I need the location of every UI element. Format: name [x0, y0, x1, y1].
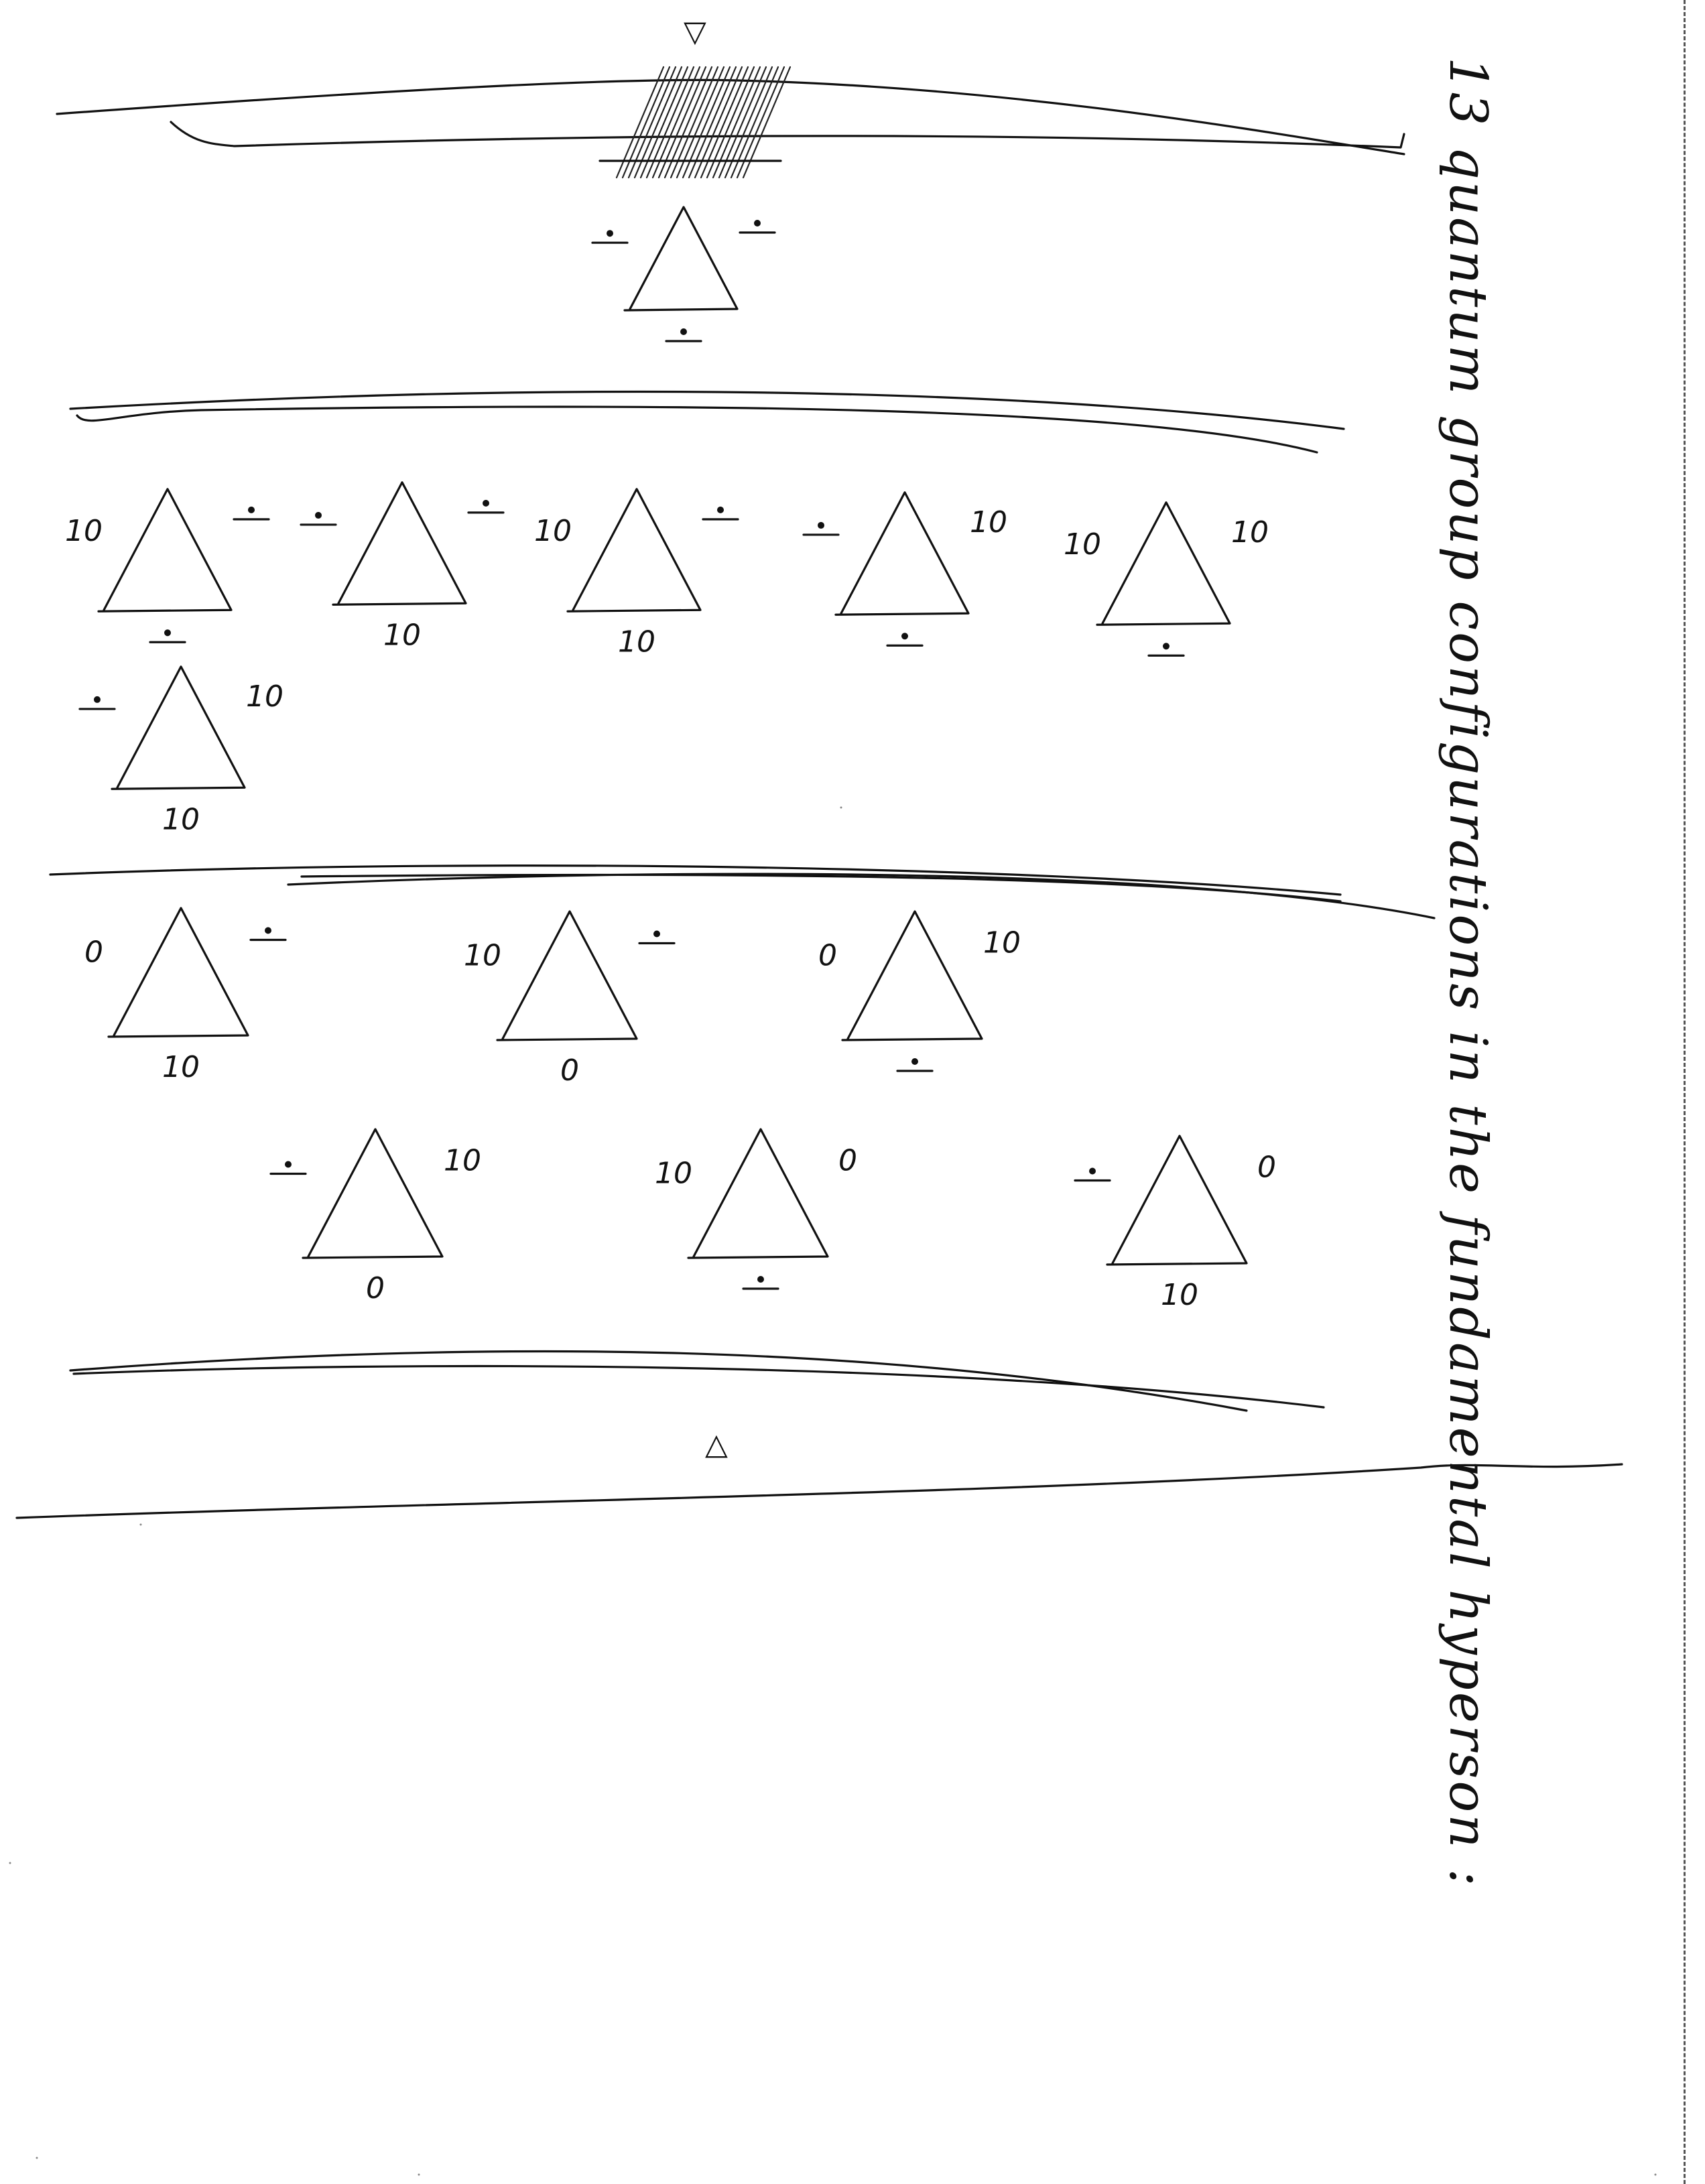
triangle-2-4-shape — [1096, 501, 1231, 626]
triangle-3-4-right-label: 0 — [838, 1144, 857, 1178]
triangle-2-0-shape — [97, 488, 233, 613]
triangle-2-1-bottom-label: 10 — [383, 618, 421, 652]
separator-3-line-a — [49, 864, 1342, 896]
hatching-stroke — [657, 66, 707, 179]
page-heading: 13 quantum group configurations in the f… — [1438, 57, 1498, 1888]
hatching-stroke — [639, 66, 689, 179]
triangle-2-2-bottom-label: 10 — [618, 625, 655, 659]
triangle-2-3-shape — [834, 491, 970, 616]
hatching-stroke — [724, 66, 773, 179]
hatching-stroke — [688, 66, 737, 179]
paper-speck — [139, 1523, 142, 1526]
hatching-stroke — [694, 66, 743, 179]
triangle-3-0-right-label-dot — [265, 927, 271, 934]
triangle-2-5-shape — [111, 665, 246, 790]
triangle-1-0-shape — [623, 206, 739, 312]
triangle-2-4-left-label: 10 — [1064, 527, 1101, 562]
triangle-2-0-right-label-dot — [248, 506, 255, 513]
triangle-3-5-left-label-dot — [1089, 1167, 1096, 1175]
separator-3-line-b — [287, 873, 1436, 919]
triangle-2-5-right-label: 10 — [246, 680, 283, 714]
hatching-stroke — [645, 66, 695, 179]
hatching-stroke — [742, 66, 792, 179]
triangle-2-4-bottom-label-dot — [1163, 643, 1170, 650]
triangle-3-0-bottom-label: 10 — [162, 1050, 200, 1084]
triangle-3-3-bottom-label: 0 — [366, 1271, 385, 1305]
triangle-3-5-shape — [1106, 1135, 1248, 1266]
triangle-1-0-bottom-label-dot — [680, 328, 687, 335]
triangle-2-3-left-label-dot — [818, 521, 824, 529]
triangle-2-2-shape — [566, 488, 702, 613]
notebook-perforation-edge — [1684, 0, 1688, 2184]
paper-speck — [840, 806, 842, 809]
triangle-3-2-right-label: 10 — [983, 926, 1021, 960]
hatching-stroke — [627, 66, 677, 179]
hatching-stroke — [651, 66, 701, 179]
triangle-3-5-right-label: 0 — [1257, 1151, 1276, 1185]
hatching-stroke — [682, 66, 731, 179]
hatching-stroke — [706, 66, 755, 179]
triangle-2-2-right-label-dot — [717, 506, 724, 513]
separator-1-line-a — [56, 78, 1405, 155]
triangle-1-0-left-label-dot — [607, 230, 613, 237]
triangle-2-5-left-label-dot — [94, 696, 101, 703]
top-marker-triangle: ▽ — [684, 15, 706, 49]
triangle-2-1-right-label-dot — [483, 499, 489, 507]
triangle-3-3-right-label: 10 — [444, 1144, 481, 1178]
hatching-stroke — [670, 66, 719, 179]
separator-2-line-a — [69, 390, 1345, 430]
triangle-3-0-left-label: 0 — [84, 936, 103, 970]
triangle-3-3-left-label-dot — [285, 1161, 292, 1168]
paper-speck — [36, 2157, 38, 2159]
paper-speck — [1654, 2173, 1657, 2176]
bottom-marker-triangle: △ — [705, 1427, 728, 1462]
hatching-stroke — [700, 66, 749, 179]
triangle-3-1-bottom-label: 0 — [560, 1053, 579, 1088]
hatching-stroke — [736, 66, 785, 179]
triangle-3-0-shape — [107, 907, 249, 1038]
hatching-stroke — [730, 66, 779, 179]
hatching-stroke — [712, 66, 761, 179]
triangle-2-1-left-label-dot — [315, 511, 322, 519]
hatching-stroke — [621, 66, 671, 179]
triangle-2-0-left-label: 10 — [65, 514, 103, 548]
triangle-3-2-shape — [841, 910, 983, 1041]
page-bottom-rule — [15, 1463, 1623, 1519]
triangle-3-1-right-label-dot — [653, 930, 660, 938]
triangle-2-2-left-label: 10 — [534, 514, 572, 548]
triangle-3-3-shape — [302, 1128, 444, 1259]
triangle-3-4-shape — [687, 1128, 829, 1259]
hatching-stroke — [676, 66, 725, 179]
separator-4-line-a — [69, 1350, 1248, 1412]
triangle-2-5-bottom-label: 10 — [162, 802, 200, 836]
triangle-2-3-right-label: 10 — [970, 505, 1007, 539]
triangle-2-0-bottom-label-dot — [164, 629, 171, 637]
separator-2-line-b — [76, 405, 1318, 454]
paper-speck — [9, 1862, 11, 1864]
triangle-3-5-bottom-label: 10 — [1161, 1278, 1198, 1312]
triangle-1-0-right-label-dot — [754, 220, 761, 227]
triangle-3-1-left-label: 10 — [464, 939, 501, 973]
triangle-3-4-bottom-label-dot — [757, 1276, 764, 1283]
triangle-3-2-bottom-label-dot — [911, 1058, 918, 1065]
triangle-3-1-shape — [496, 910, 638, 1041]
triangle-3-2-left-label: 0 — [818, 939, 837, 973]
paper-speck — [418, 2173, 420, 2176]
hatching-stroke — [615, 66, 665, 179]
hatching-stroke — [664, 66, 713, 179]
triangle-2-4-right-label: 10 — [1231, 515, 1269, 550]
triangle-2-1-shape — [332, 481, 467, 606]
triangle-3-4-left-label: 10 — [655, 1157, 692, 1191]
hatching-stroke — [718, 66, 767, 179]
separator-3-line-c — [300, 873, 1342, 903]
hatching-stroke — [633, 66, 683, 179]
triangle-2-3-bottom-label-dot — [901, 633, 908, 640]
separator-4-line-b — [72, 1364, 1325, 1409]
